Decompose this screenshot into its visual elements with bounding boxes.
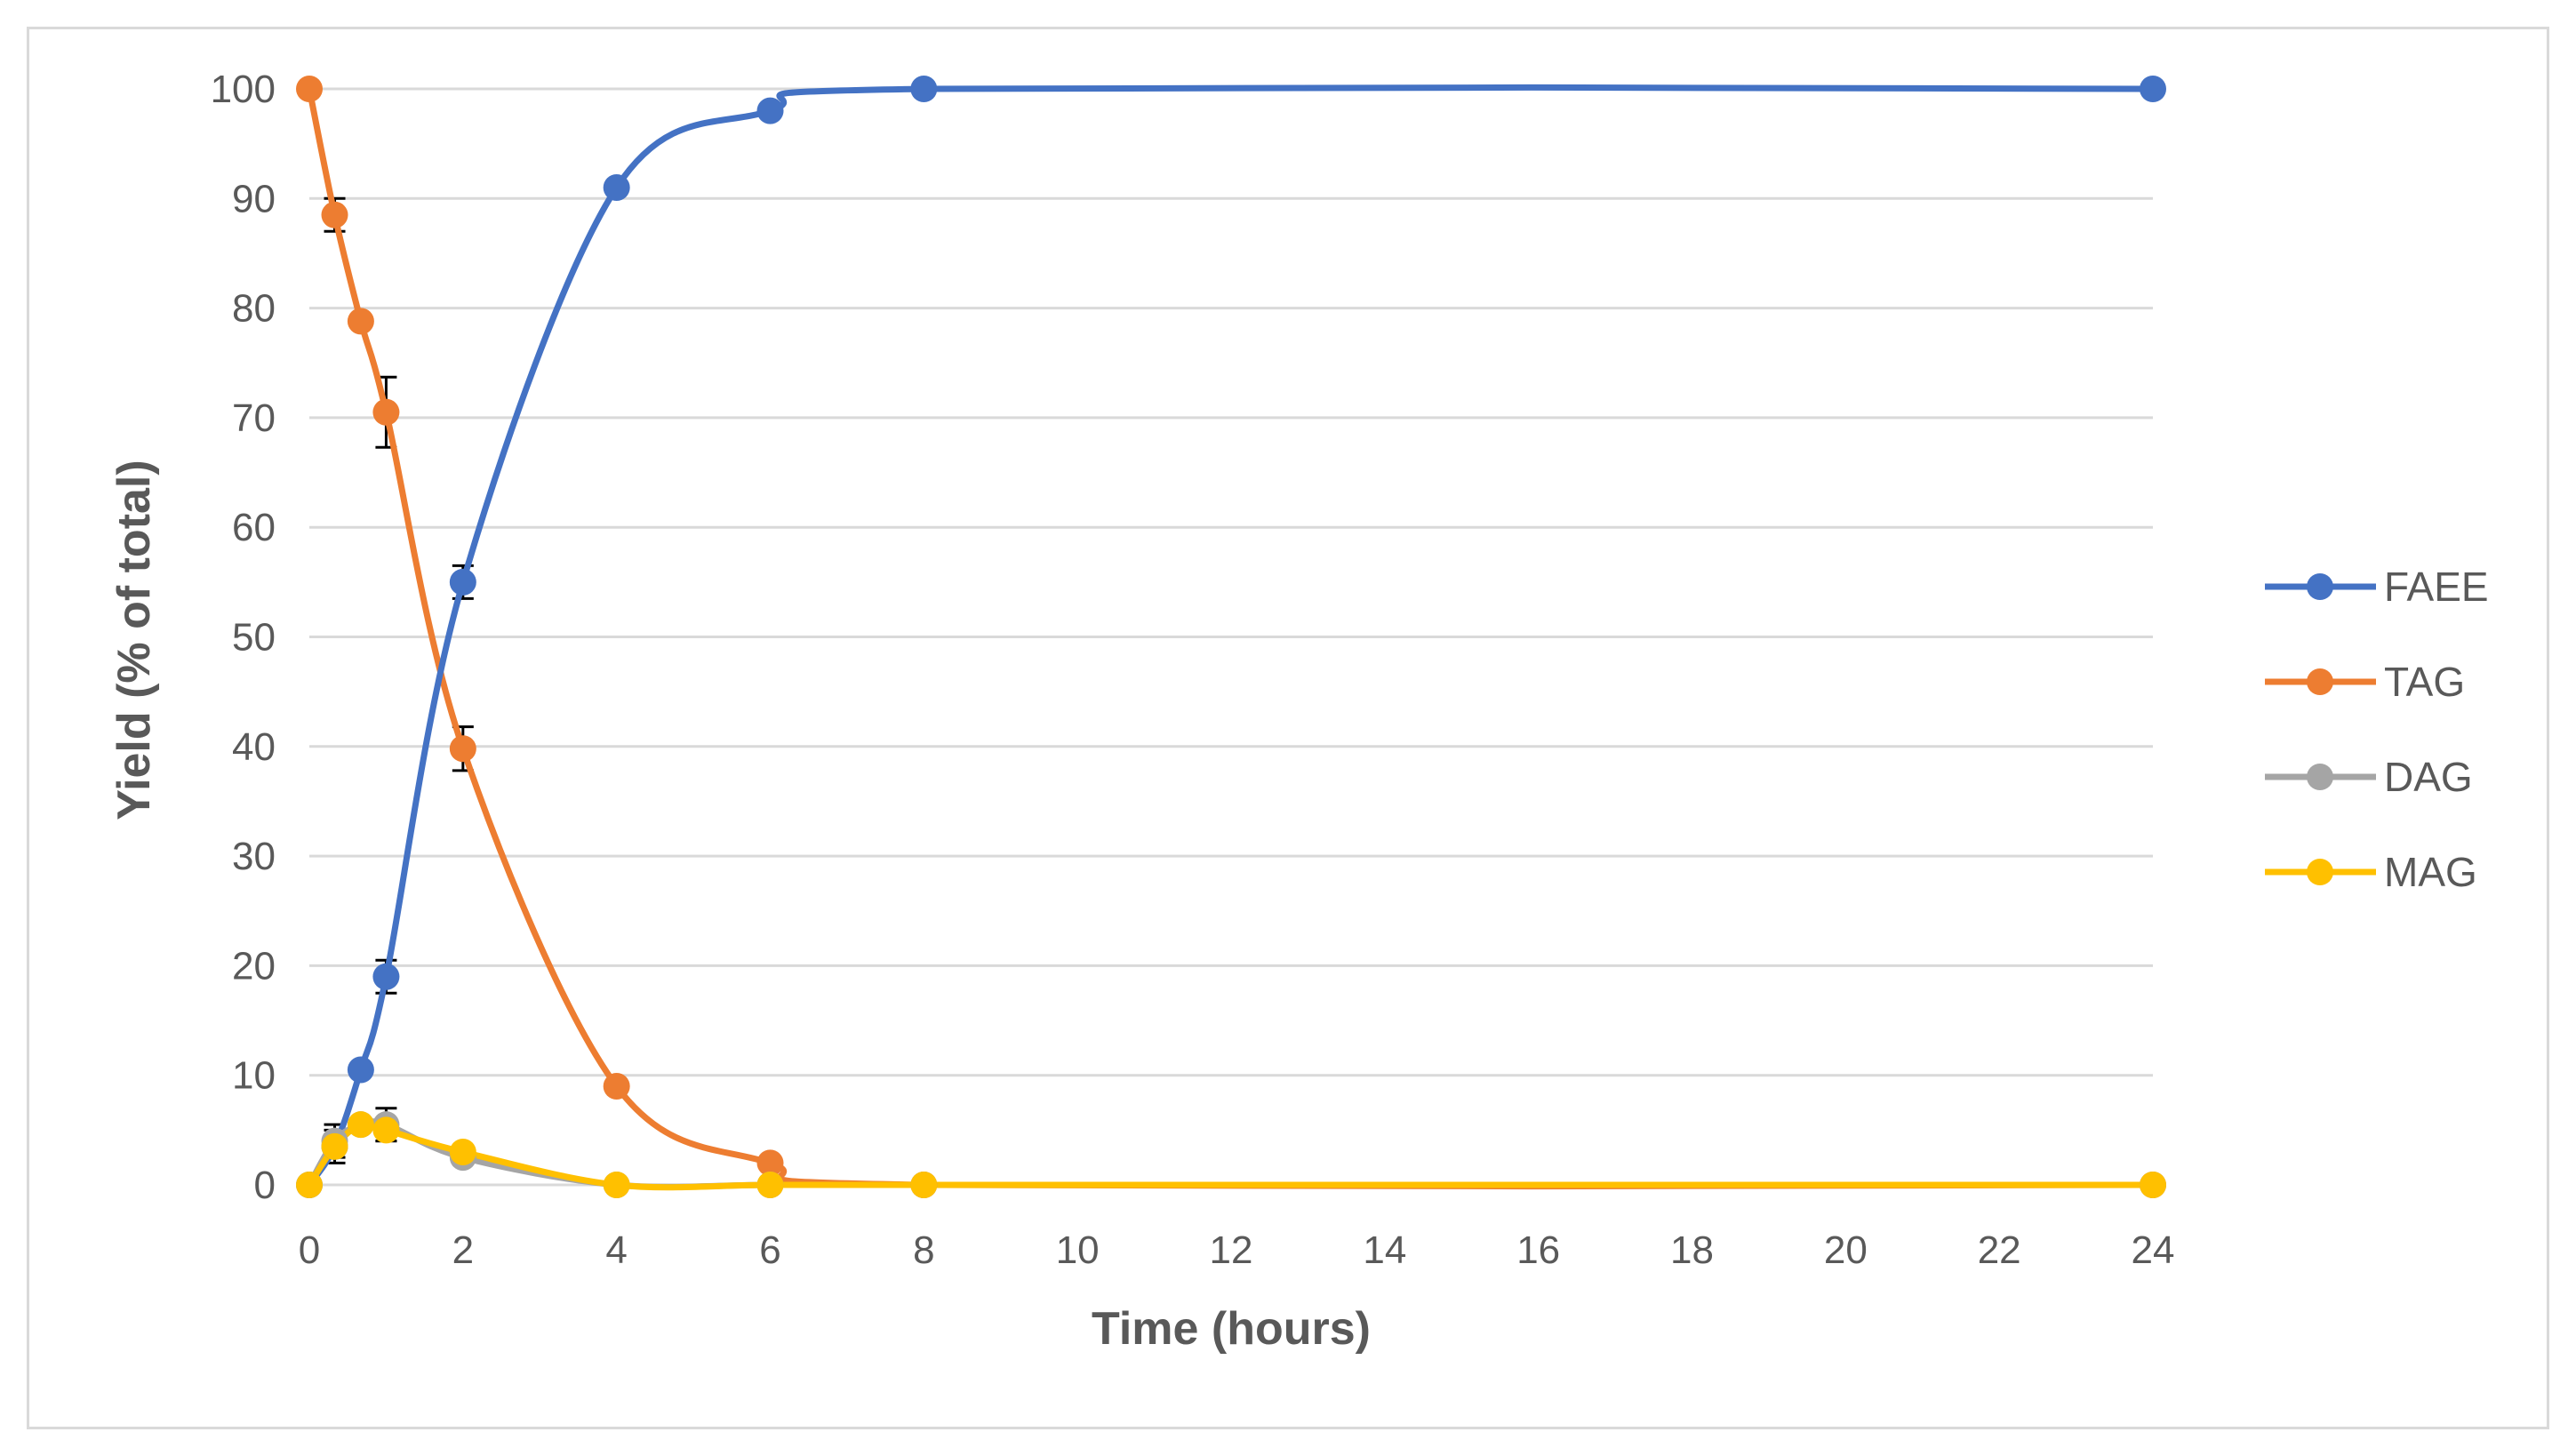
legend-marker-dag	[2307, 764, 2333, 790]
x-tick-label: 10	[1056, 1228, 1100, 1272]
y-tick-label: 10	[232, 1054, 276, 1098]
x-tick-label: 2	[452, 1228, 474, 1272]
data-point-mag	[910, 1172, 938, 1198]
series-points	[296, 76, 2166, 1198]
data-point-mag	[321, 1132, 348, 1160]
x-axis-ticks: 0 2 4 6 8 10 12 14 16 18 20 22 24	[299, 1228, 2175, 1272]
x-tick-label: 20	[1824, 1228, 1868, 1272]
data-point-tag	[296, 76, 323, 102]
x-tick-label: 18	[1670, 1228, 1714, 1272]
legend-marker-tag	[2307, 668, 2333, 695]
y-tick-label: 60	[232, 506, 276, 549]
y-tick-label: 90	[232, 177, 276, 220]
y-tick-label: 30	[232, 835, 276, 878]
data-point-faee	[603, 173, 630, 201]
gridlines	[309, 87, 2153, 1187]
error-bars	[324, 196, 474, 1164]
legend-label-faee: FAEE	[2384, 564, 2489, 610]
data-point-tag	[372, 398, 400, 426]
y-tick-label: 80	[232, 287, 276, 331]
data-point-faee	[372, 963, 400, 990]
y-tick-label: 50	[232, 616, 276, 660]
data-point-faee	[910, 76, 938, 102]
legend-label-mag: MAG	[2384, 849, 2477, 895]
x-tick-label: 8	[913, 1228, 934, 1272]
data-point-mag	[296, 1172, 323, 1198]
data-point-mag	[2140, 1172, 2166, 1198]
y-axis-ticks: 0 10 20 30 40 50 60 70 80 90 100	[211, 68, 276, 1207]
data-point-mag	[347, 1111, 374, 1139]
data-point-faee	[347, 1056, 374, 1084]
data-point-tag	[756, 1149, 784, 1177]
data-point-mag	[372, 1116, 400, 1144]
y-tick-label: 70	[232, 396, 276, 440]
x-tick-label: 16	[1516, 1228, 1560, 1272]
chart-frame	[27, 27, 2549, 1429]
data-point-mag	[449, 1139, 476, 1166]
data-point-faee	[756, 97, 784, 124]
x-tick-label: 14	[1363, 1228, 1406, 1272]
y-tick-label: 0	[254, 1164, 276, 1207]
x-tick-label: 22	[1978, 1228, 2021, 1272]
y-axis-title: Yield (% of total)	[108, 460, 160, 820]
legend: FAEE TAG DAG MAG	[2265, 564, 2489, 895]
x-tick-label: 12	[1210, 1228, 1253, 1272]
x-axis-title: Time (hours)	[1092, 1303, 1371, 1355]
x-tick-label: 0	[299, 1228, 320, 1272]
data-point-tag	[347, 308, 374, 335]
data-point-faee	[2140, 76, 2166, 102]
data-point-tag	[449, 735, 476, 763]
x-tick-label: 4	[605, 1228, 627, 1272]
series-line-dag	[306, 1118, 2153, 1190]
data-point-tag	[321, 201, 348, 228]
series-line-mag	[307, 1120, 2153, 1191]
data-point-mag	[603, 1172, 630, 1198]
legend-marker-mag	[2307, 859, 2333, 885]
data-point-mag	[756, 1172, 784, 1198]
y-tick-label: 100	[211, 68, 276, 111]
legend-label-tag: TAG	[2384, 659, 2465, 705]
y-tick-label: 20	[232, 944, 276, 988]
legend-marker-faee	[2307, 573, 2333, 600]
legend-label-dag: DAG	[2384, 754, 2473, 800]
y-tick-label: 40	[232, 725, 276, 769]
data-point-faee	[449, 568, 476, 596]
data-point-tag	[603, 1073, 630, 1100]
x-tick-label: 6	[759, 1228, 780, 1272]
x-tick-label: 24	[2132, 1228, 2175, 1272]
